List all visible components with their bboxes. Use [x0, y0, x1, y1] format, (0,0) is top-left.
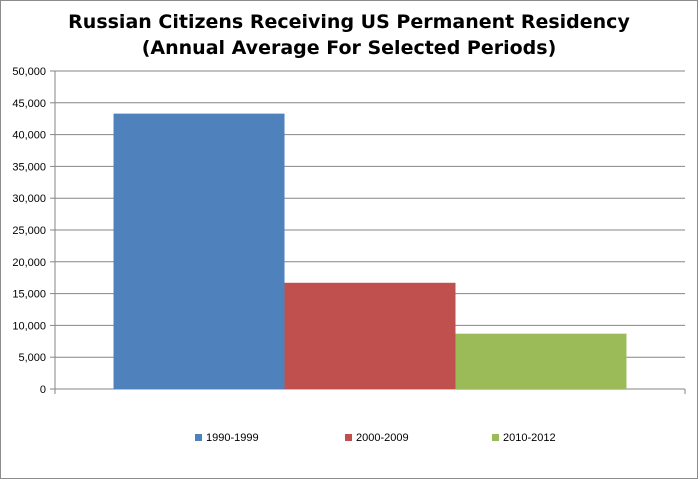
legend-swatch [195, 434, 202, 441]
chart-title: Russian Citizens Receiving US Permanent … [68, 11, 630, 33]
y-tick-label: 5,000 [18, 352, 46, 364]
bar-1990-1999 [113, 113, 285, 389]
y-tick-label: 30,000 [12, 193, 46, 205]
bar-2010-2012 [455, 333, 627, 389]
y-tick-label: 40,000 [12, 130, 46, 142]
legend-label: 2010-2012 [503, 432, 556, 444]
legend-swatch [345, 434, 352, 441]
legend-label: 2000-2009 [356, 432, 409, 444]
y-tick-label: 25,000 [12, 225, 46, 237]
y-tick-label: 0 [40, 384, 46, 396]
legend-swatch [492, 434, 499, 441]
chart-title-block: Russian Citizens Receiving US Permanent … [1, 9, 697, 61]
y-tick-label: 35,000 [12, 161, 46, 173]
y-tick-label: 15,000 [12, 289, 46, 301]
y-tick-label: 20,000 [12, 257, 46, 269]
legend-label: 1990-1999 [206, 432, 259, 444]
y-tick-label: 45,000 [12, 98, 46, 110]
y-tick-label: 10,000 [12, 320, 46, 332]
chart-subtitle: (Annual Average For Selected Periods) [141, 37, 557, 59]
y-tick-label: 50,000 [12, 66, 46, 78]
bar-2000-2009 [284, 282, 456, 389]
